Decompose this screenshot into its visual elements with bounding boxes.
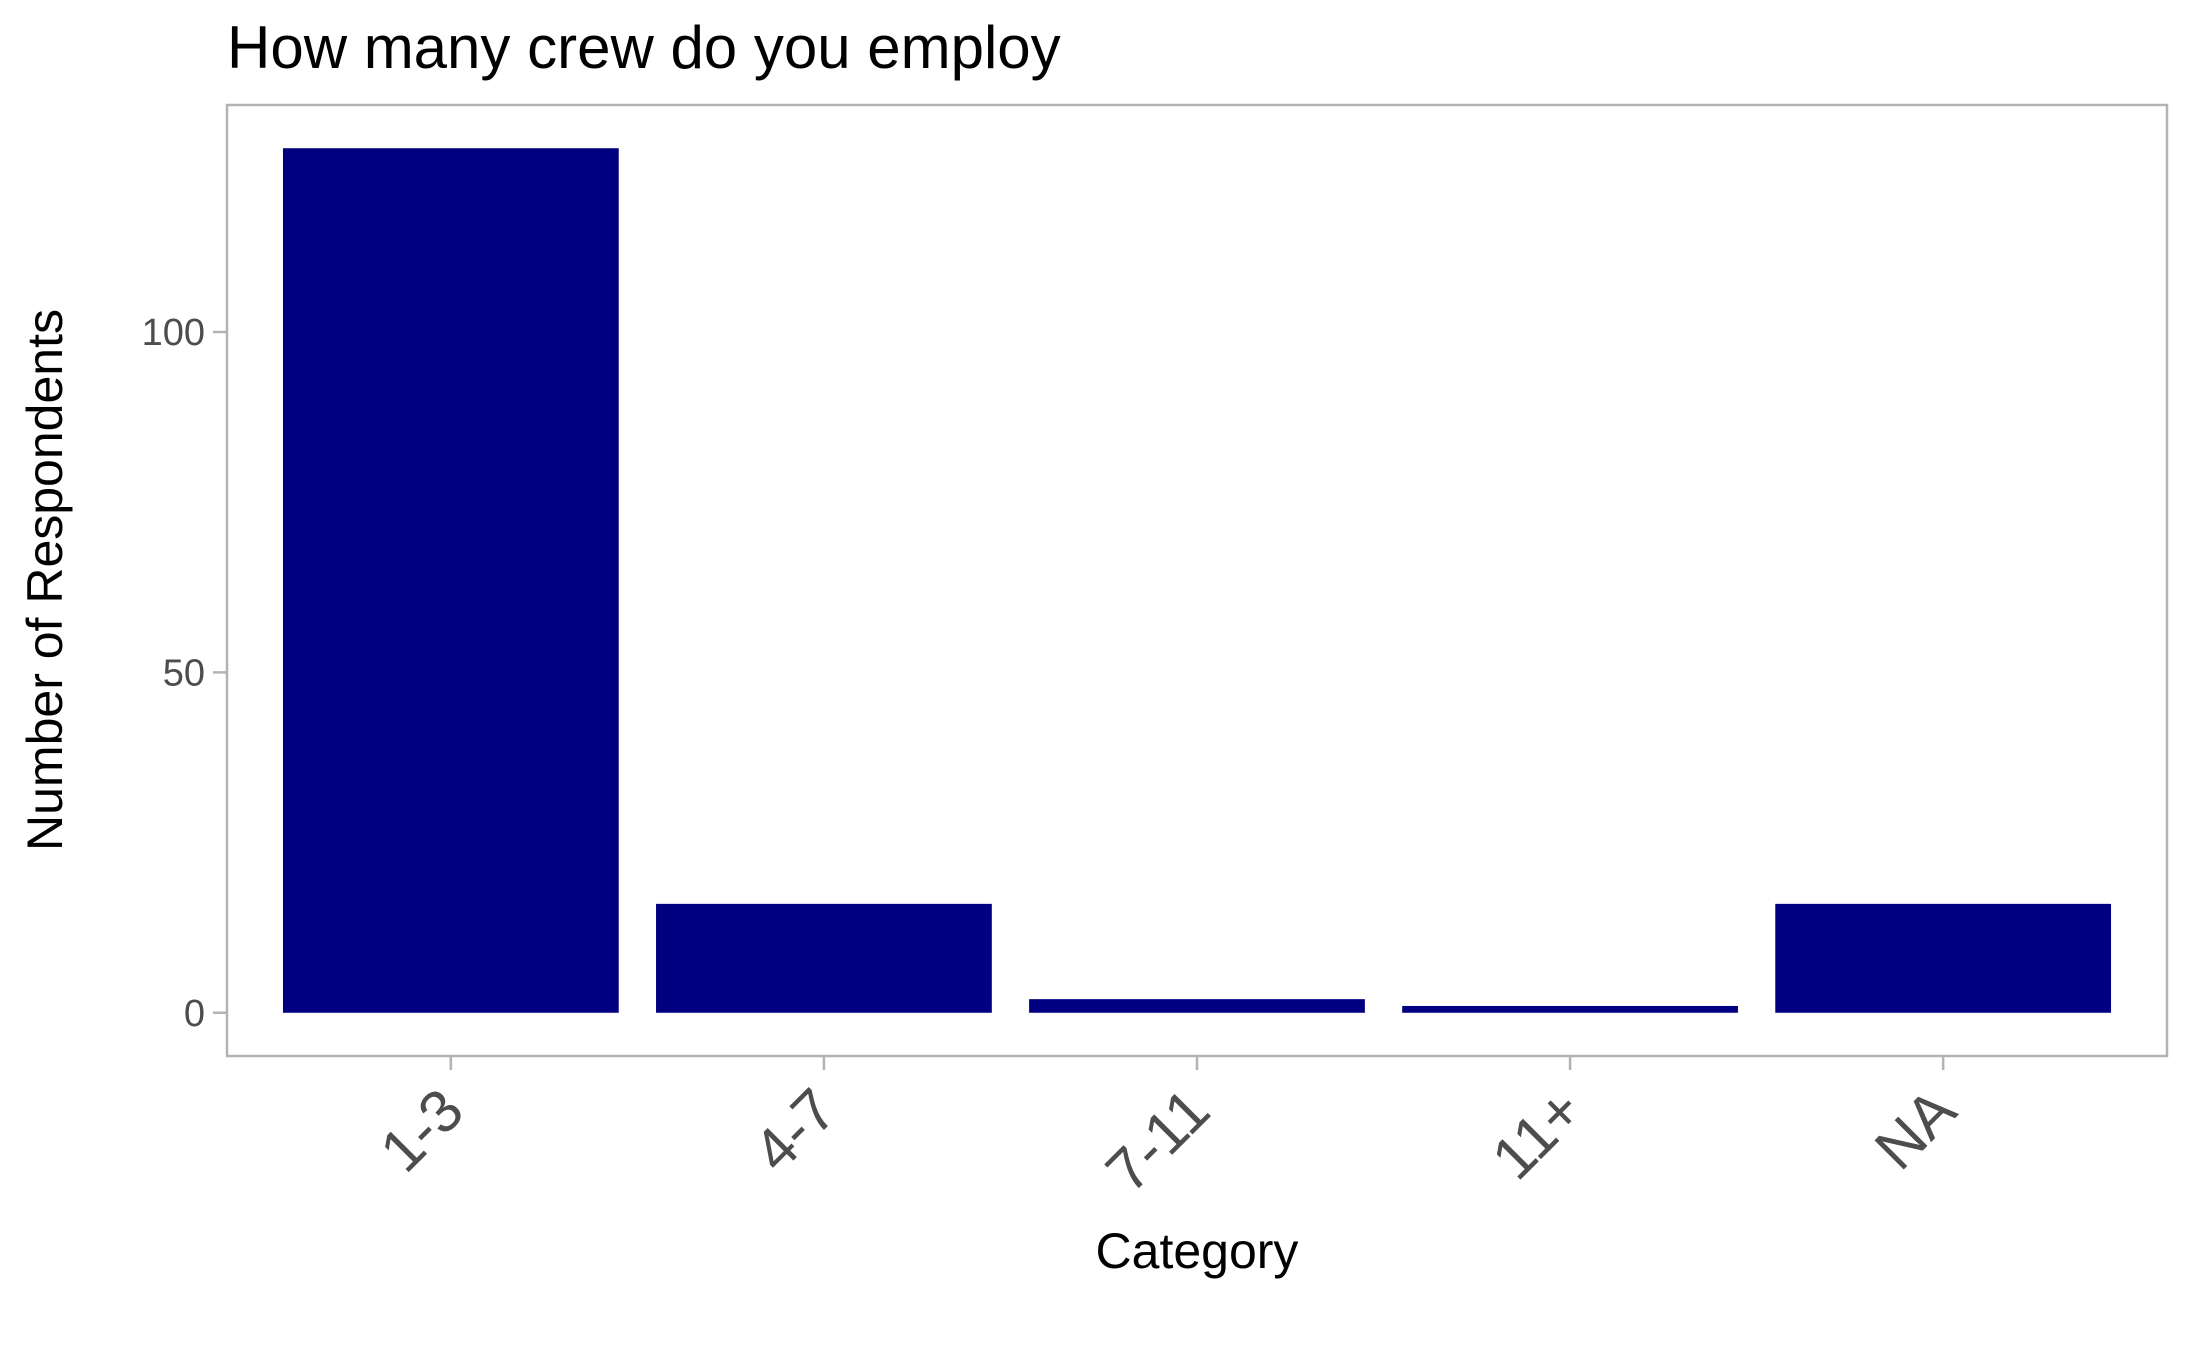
- bar-NA: [1775, 903, 2112, 1013]
- chart-title: How many crew do you employ: [227, 14, 1061, 81]
- bar-1-3: [282, 148, 619, 1013]
- y-tick-label: 0: [184, 993, 205, 1035]
- y-axis-title: Number of Respondents: [17, 309, 73, 851]
- y-axis: 0 50 100: [142, 312, 227, 1035]
- y-tick-label: 100: [142, 312, 205, 354]
- bars-group: [282, 148, 2112, 1013]
- x-axis-title: Category: [1096, 1223, 1299, 1279]
- x-tick-label: NA: [1862, 1076, 1968, 1182]
- x-tick-label: 1-3: [367, 1076, 476, 1185]
- bar-7-11: [1029, 999, 1365, 1013]
- x-tick-label: 4-7: [740, 1076, 849, 1185]
- bar-4-7: [656, 903, 992, 1013]
- bar-11+: [1402, 1005, 1738, 1013]
- y-tick-label: 50: [163, 652, 205, 694]
- x-axis: 1-3 4-7 7-11 11+ NA: [367, 1056, 1968, 1205]
- x-tick-label: 11+: [1479, 1076, 1595, 1192]
- x-tick-label: 7-11: [1093, 1076, 1222, 1205]
